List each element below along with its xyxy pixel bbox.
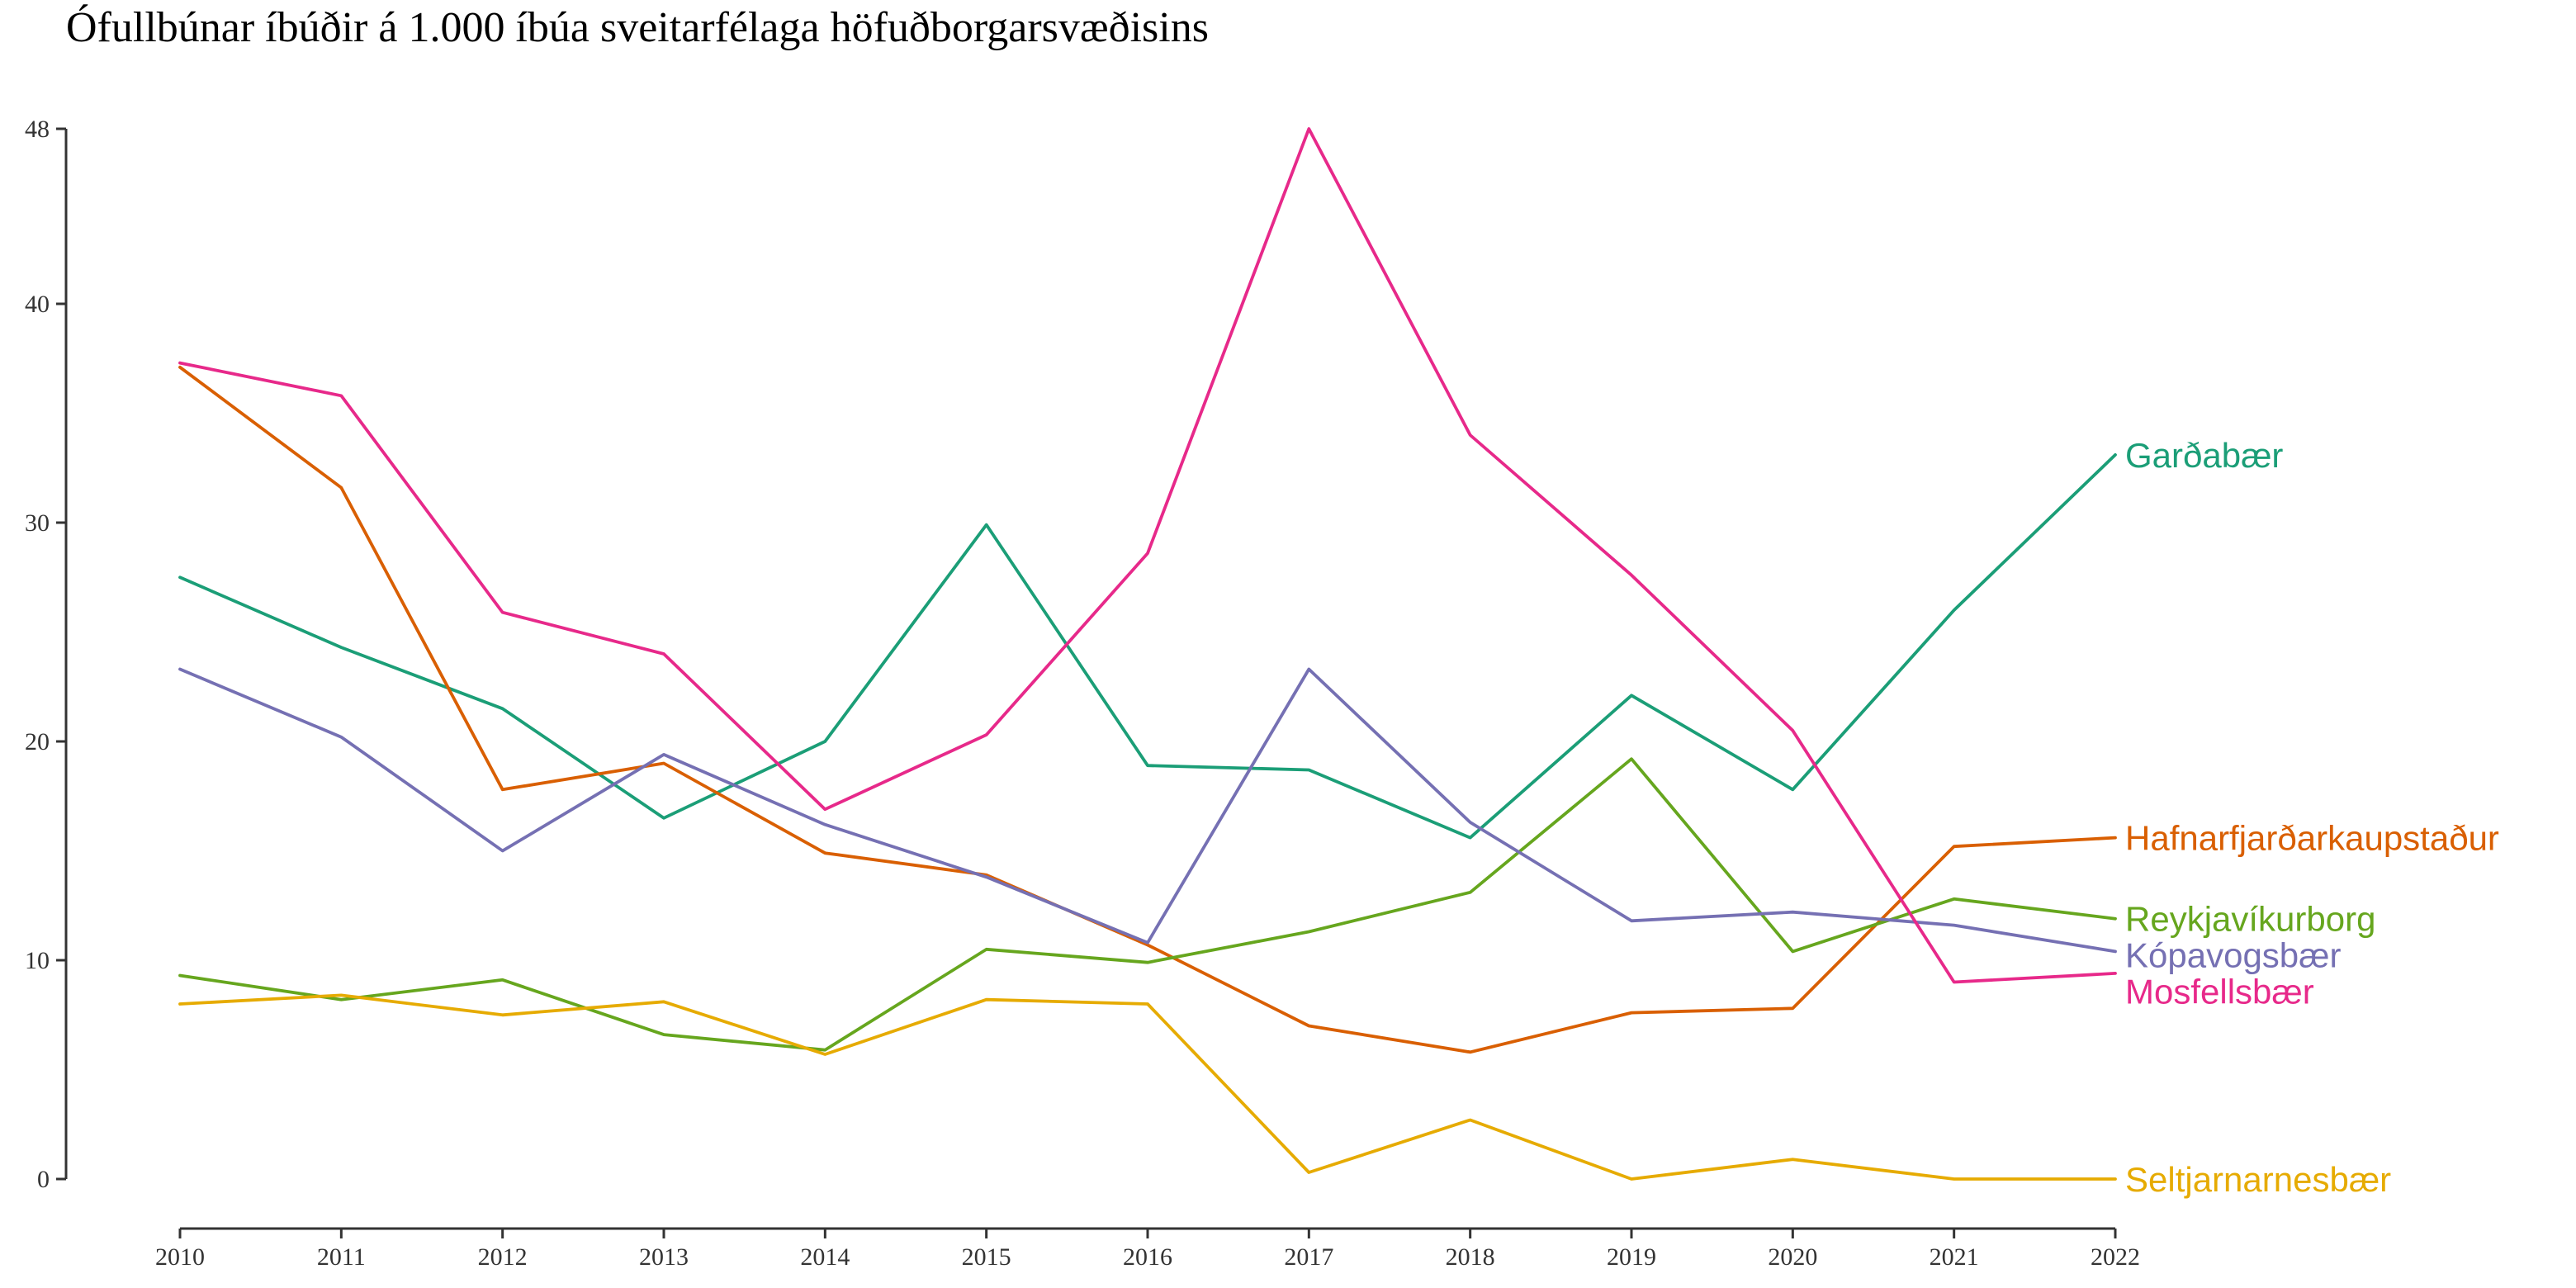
x-tick-label: 2021 (1930, 1243, 1979, 1271)
x-tick-label: 2017 (1284, 1243, 1333, 1271)
x-tick-label: 2018 (1446, 1243, 1495, 1271)
y-tick-label: 40 (25, 291, 50, 318)
series-label-4: Mosfellsbær (2125, 973, 2314, 1011)
y-tick-label: 0 (37, 1166, 50, 1193)
y-tick-label: 20 (25, 728, 50, 755)
y-tick-label: 48 (25, 116, 50, 143)
series-label-0: Garðabær (2125, 436, 2283, 475)
x-tick-label: 2015 (962, 1243, 1011, 1271)
series-label-3: Kópavogsbær (2125, 936, 2342, 975)
series-label-1: Hafnarfjarðarkaupstaður (2125, 819, 2499, 858)
series-label-2: Reykjavíkurborg (2125, 900, 2375, 939)
series-line-3 (178, 667, 2117, 954)
x-tick-label: 2019 (1607, 1243, 1656, 1271)
series-line-2 (178, 757, 2117, 1052)
x-tick-label: 2020 (1768, 1243, 1817, 1271)
x-tick-label: 2013 (639, 1243, 689, 1271)
chart-title: Ófullbúnar íbúðir á 1.000 íbúa sveitarfé… (66, 4, 1209, 51)
y-tick-label: 30 (25, 509, 50, 537)
x-tick-label: 2016 (1123, 1243, 1172, 1271)
x-tick-label: 2011 (317, 1243, 366, 1271)
series-line-1 (178, 365, 2117, 1054)
series-line-5 (178, 993, 2117, 1181)
y-tick-label: 10 (25, 947, 50, 974)
x-tick-label: 2022 (2091, 1243, 2140, 1271)
x-tick-label: 2014 (800, 1243, 850, 1271)
series-label-5: Seltjarnarnesbær (2125, 1160, 2391, 1199)
y-axis: 0 10 20 30 40 48 (25, 116, 68, 1193)
x-tick-label: 2010 (155, 1243, 205, 1271)
series-line-4 (178, 127, 2117, 984)
series-lines (178, 127, 2117, 1181)
series-line-0 (178, 453, 2117, 840)
x-tick-label: 2012 (478, 1243, 528, 1271)
x-axis: 2010 2011 2012 2013 2014 2015 2016 2017 2018 2019… (155, 1227, 2140, 1271)
series-labels: Garðabær Hafnarfjarðarkaupstaður Reykjavík… (2125, 436, 2499, 1199)
